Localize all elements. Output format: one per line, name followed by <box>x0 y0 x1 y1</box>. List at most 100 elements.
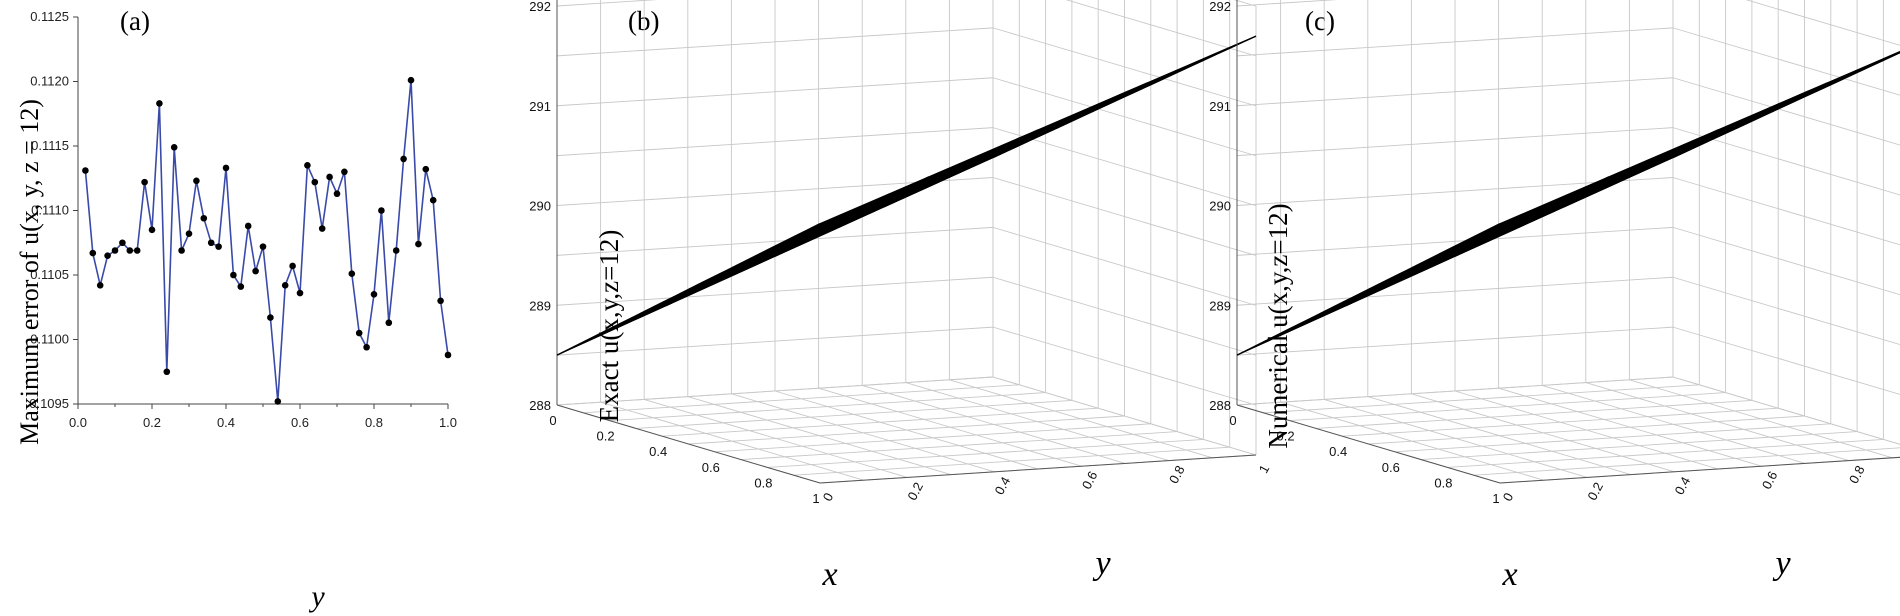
panel-b-floor-grid-line <box>862 384 1126 464</box>
panel-b-y-tick-label: 0.6 <box>1079 469 1101 492</box>
panel-b-x-tick-label: 0.8 <box>754 475 772 490</box>
panel-b-z-tick-label: 291 <box>529 99 551 114</box>
panel-a-y-tick-label: 0.1100 <box>30 332 69 347</box>
panel-c-z-axis-title: Numerical u(x,y,z=12) <box>1263 203 1293 448</box>
panel-b-wall-grid-line <box>992 27 1257 107</box>
panel-c-x-tick-label: 0.2 <box>1277 429 1295 444</box>
panel-c-wall-grid-line <box>1236 77 1674 107</box>
panel-c-z-tick-label: 291 <box>1209 99 1231 114</box>
panel-c-x-tick-label: 0.6 <box>1382 460 1400 475</box>
panel-a-x-axis-title: y <box>308 580 325 613</box>
panel-c-x-tick-label: 0.4 <box>1329 444 1347 459</box>
panel-c-surface-edge-line <box>1454 129 1719 257</box>
panel-c-label: (c) <box>1305 6 1335 36</box>
panel-c-wall-grid-line <box>1672 226 1900 296</box>
panel-a-data-point <box>333 190 341 198</box>
panel-b-wall-grid-line <box>556 276 994 306</box>
panel-b-y-axis <box>819 454 1257 484</box>
panel-b-x-tick-label: 1 <box>812 491 819 506</box>
panel-b-x-tick-label: 0.4 <box>649 444 667 459</box>
panel-b-wall-grid-line <box>556 77 994 107</box>
panel-a-data-point <box>148 226 156 234</box>
panel-a-x-tick-label: 0.4 <box>217 415 235 430</box>
panel-b-surface-edge-line <box>665 176 930 307</box>
panel-a-data-point <box>96 282 104 289</box>
panel-a-data-point <box>111 247 119 254</box>
panel-c-floor-grid-line <box>1672 376 1900 445</box>
panel-b-floor-grid-line <box>741 431 1178 461</box>
panel-c-wall-grid-line <box>1672 177 1900 246</box>
panel-a-data-point <box>252 267 259 275</box>
panel-c-z-tick-label: 288 <box>1209 398 1231 413</box>
panel-b-x-axis <box>556 404 821 484</box>
panel-b-floor-grid-line <box>905 382 1169 462</box>
panel-b-z-tick-label: 290 <box>529 199 551 214</box>
panel-a-data-point <box>193 177 200 185</box>
panel-c-floor-grid-line <box>1629 379 1893 459</box>
panel-c-floor-grid-line <box>1394 423 1831 453</box>
panel-a-y-tick-label: 0.1105 <box>30 267 69 282</box>
panel-a-data-point <box>289 262 296 270</box>
panel-c-floor-grid-line <box>1498 387 1762 467</box>
panel-b-wall-grid-line <box>992 326 1257 406</box>
panel-c-y-axis <box>1499 456 1900 484</box>
panel-b-surface-edge-line <box>774 129 1039 257</box>
panel-c-wall-grid-line <box>1236 276 1674 306</box>
panel-a-data-point <box>156 100 163 107</box>
panel-c-surface-mesh-line <box>1499 50 1900 225</box>
panel-c-x-tick-label: 0 <box>1229 413 1236 428</box>
panel-a-data-point <box>422 165 430 173</box>
panel-b-wall-grid-line <box>992 276 1257 356</box>
panel-a-data-point <box>133 247 141 254</box>
panel-a-error-chart: (a) 0.1095 0.1100 0.1105 0.1110 0.1115 0.1120… <box>15 6 457 613</box>
panel-b-floor-grid-line <box>774 390 1039 470</box>
panel-a-data-point <box>119 239 126 247</box>
panel-c-floor-grid-line <box>1421 431 1858 461</box>
panel-b-wall-grid-line <box>556 0 658 7</box>
panel-a-x-tick-label: 0.2 <box>143 415 161 430</box>
panel-b-floor-grid-line <box>818 387 1082 467</box>
panel-a-y-tick-label: 0.1095 <box>29 396 69 411</box>
panel-c-floor-grid-line <box>1542 384 1806 464</box>
panel-b-y-tick-label: 0.8 <box>1166 463 1188 486</box>
panel-a-y-tick-label: 0.1115 <box>31 138 69 153</box>
panel-b-x-tick-label: 0.2 <box>597 429 615 444</box>
panel-c-surface-mesh-line <box>1486 51 1900 231</box>
panel-c-z-tick-label: 290 <box>1209 199 1231 214</box>
panel-c-wall-grid-line <box>1236 0 1338 7</box>
panel-a-data-point <box>370 291 378 298</box>
panel-c-wall-grid-line <box>1236 127 1674 157</box>
panel-a-data-point <box>281 282 289 289</box>
panel-a-data-point <box>89 249 97 257</box>
panel-b-floor-grid-line <box>949 379 1213 459</box>
panel-b-surface-edge-line <box>992 35 1257 159</box>
panel-c-x-tick-label: 1 <box>1492 491 1499 506</box>
panel-c-y-axis-title: y <box>1772 545 1791 582</box>
panel-b-floor-grid-line <box>793 446 1230 476</box>
panel-a-data-point <box>304 162 311 169</box>
panel-c-z-tick-label: 289 <box>1209 298 1231 313</box>
panel-a-data-point <box>141 178 148 186</box>
panel-c-y-tick-label: 0.4 <box>1672 474 1694 497</box>
panel-c-y-tick-label: 0 <box>1500 490 1517 503</box>
panel-a-data-point <box>267 314 274 321</box>
panel-a-data-point <box>407 76 415 84</box>
panel-b-label: (b) <box>628 6 659 36</box>
panel-a-data-point <box>415 240 422 248</box>
panel-a-y-axis-title: Maximum error of u(x, y, z = 12) <box>15 99 44 445</box>
panel-b-wall-grid-line <box>992 127 1257 207</box>
panel-a-data-point <box>348 270 356 278</box>
panel-b-z-tick-label: 289 <box>529 298 551 313</box>
panel-c-wall-grid-line <box>1673 0 1900 6</box>
panel-a-data-point <box>104 252 111 259</box>
panel-b-wall-grid-line <box>556 226 994 256</box>
panel-a-plot-area: 0.1095 0.1100 0.1105 0.1110 0.1115 0.1120 0.11… <box>29 9 457 430</box>
panel-a-data-point <box>385 319 393 327</box>
panel-c-surface-edge-line <box>1236 222 1501 356</box>
panel-a-label: (a) <box>120 6 150 36</box>
panel-c-wall-grid-line <box>1672 376 1900 445</box>
panel-c-surface-edge-line <box>1672 51 1900 159</box>
panel-a-data-point <box>355 329 363 337</box>
panel-c-y-tick-label: 0.8 <box>1846 463 1868 486</box>
